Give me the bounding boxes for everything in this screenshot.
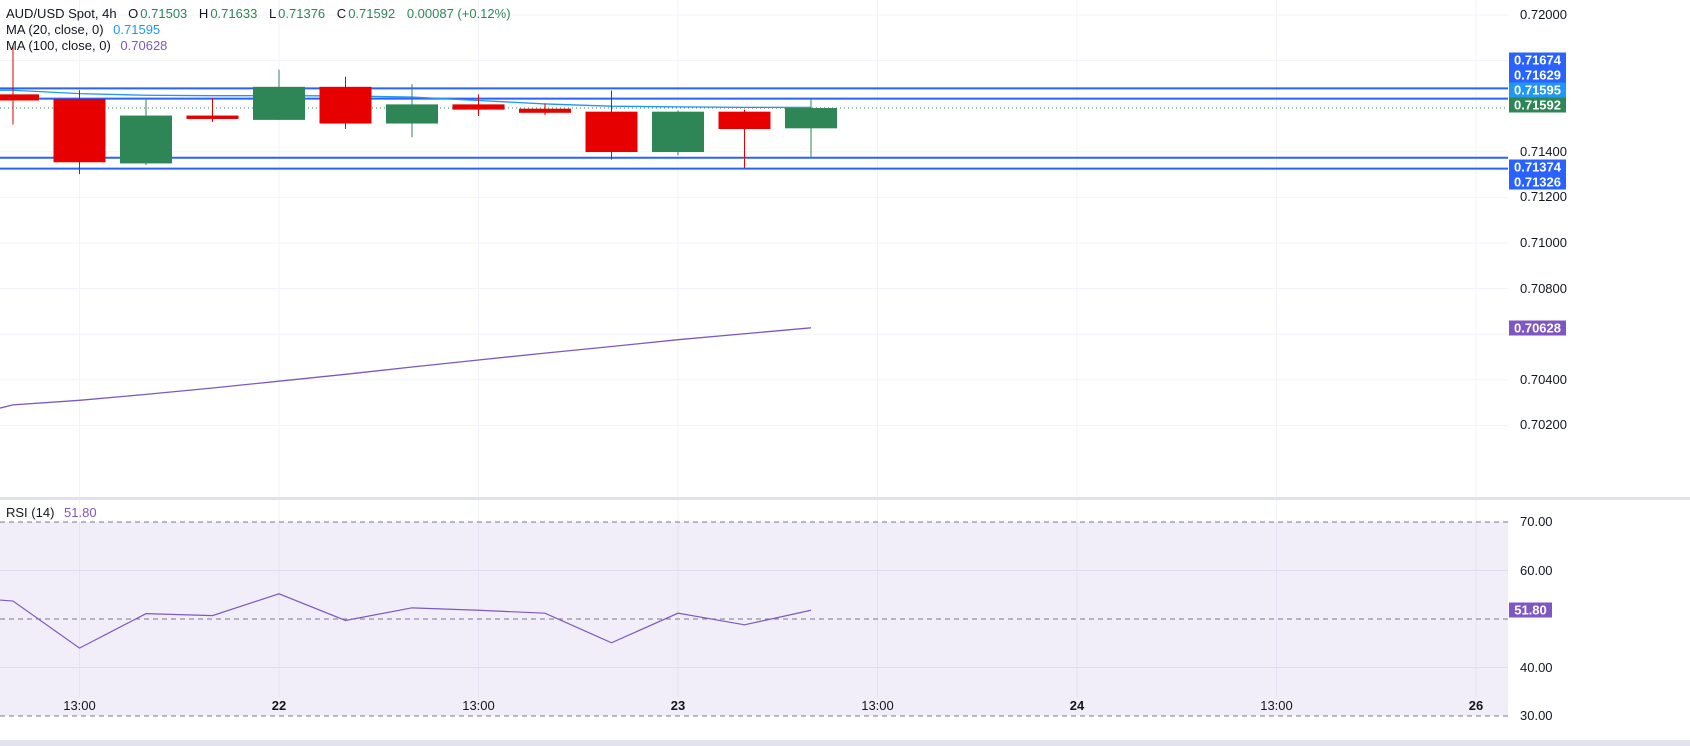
high-label: H [198,6,209,21]
price-tick-label: 0.71400 [1520,143,1567,159]
rsi-value: 51.80 [64,505,97,520]
candle-body [519,108,571,113]
price-tick-label: 0.71200 [1520,189,1567,205]
low-label: L [268,6,277,21]
rsi-tick-label: 30.00 [1520,708,1553,723]
price-tick-label: 0.70200 [1520,417,1567,433]
candle-body [319,86,372,124]
ma100-value: 0.70628 [120,38,168,53]
price-tag: 0.71629 [1509,67,1566,83]
rsi-line [0,593,812,649]
rsi-band [0,522,1508,716]
ma100-line [0,327,812,409]
pane-separator[interactable] [0,497,1690,500]
candle-body [53,98,106,163]
rsi-tick-label: 40.00 [1520,659,1553,675]
candle-body [120,115,172,164]
price-tag: 0.71374 [1509,159,1566,174]
rsi-legend[interactable]: RSI (14) 51.80 [6,505,99,520]
price-tag: 0.71592 [1509,97,1566,113]
candle-body [652,111,704,153]
ma100-legend[interactable]: MA (100, close, 0) 0.70628 [6,38,169,53]
time-tick-label: 23 [670,698,686,713]
ma20-legend[interactable]: MA (20, close, 0) 0.71595 [6,22,162,37]
candle-body [785,108,837,129]
ma100-label: MA (100, close, 0) [6,38,111,53]
price-tag: 0.70628 [1509,320,1566,336]
change-value: 0.00087 (+0.12%) [406,6,511,21]
price-tick-label: 0.71000 [1520,235,1567,250]
candle-body [718,111,771,129]
time-tick-label: 13:00 [1260,698,1293,713]
rsi-tick-label: 60.00 [1520,562,1553,578]
chart-plot-area[interactable] [0,0,1508,740]
ma20-label: MA (20, close, 0) [6,22,104,37]
close-label: C [336,6,347,21]
rsi-tick-label: 70.00 [1520,514,1553,529]
ma20-line [0,89,811,108]
symbol-legend: AUD/USD Spot, 4h O 0.71503 H 0.71633 L 0.71… [6,6,513,21]
rsi-value-tag: 51.80 [1509,602,1552,618]
price-tag: 0.71595 [1509,82,1566,98]
symbol-name[interactable]: AUD/USD Spot, 4h [6,6,117,21]
open-label: O [128,6,139,21]
time-tick-label: 26 [1468,698,1484,713]
open-value: 0.71503 [140,6,188,21]
time-tick-label: 24 [1069,698,1085,713]
candle-body [386,104,438,124]
time-tick-label: 13:00 [462,698,495,713]
bottom-border [0,740,1690,746]
ma20-value: 0.71595 [113,22,161,37]
low-value: 0.71376 [278,6,326,21]
time-tick-label: 22 [271,698,287,713]
price-tag: 0.71674 [1509,52,1566,68]
price-tick-label: 0.70800 [1520,280,1567,296]
candle-body [253,86,305,120]
candle-body [186,115,239,119]
time-tick-label: 13:00 [63,698,96,713]
candle-body [585,111,638,153]
close-value: 0.71592 [348,6,396,21]
time-tick-label: 13:00 [861,698,894,713]
candle-body [452,104,505,110]
price-tick-label: 0.70400 [1520,371,1567,387]
rsi-label: RSI (14) [6,505,55,520]
price-tag: 0.71326 [1509,174,1566,189]
candle-body [0,94,39,101]
price-tick-label: 0.72000 [1520,7,1567,22]
high-value: 0.71633 [210,6,258,21]
